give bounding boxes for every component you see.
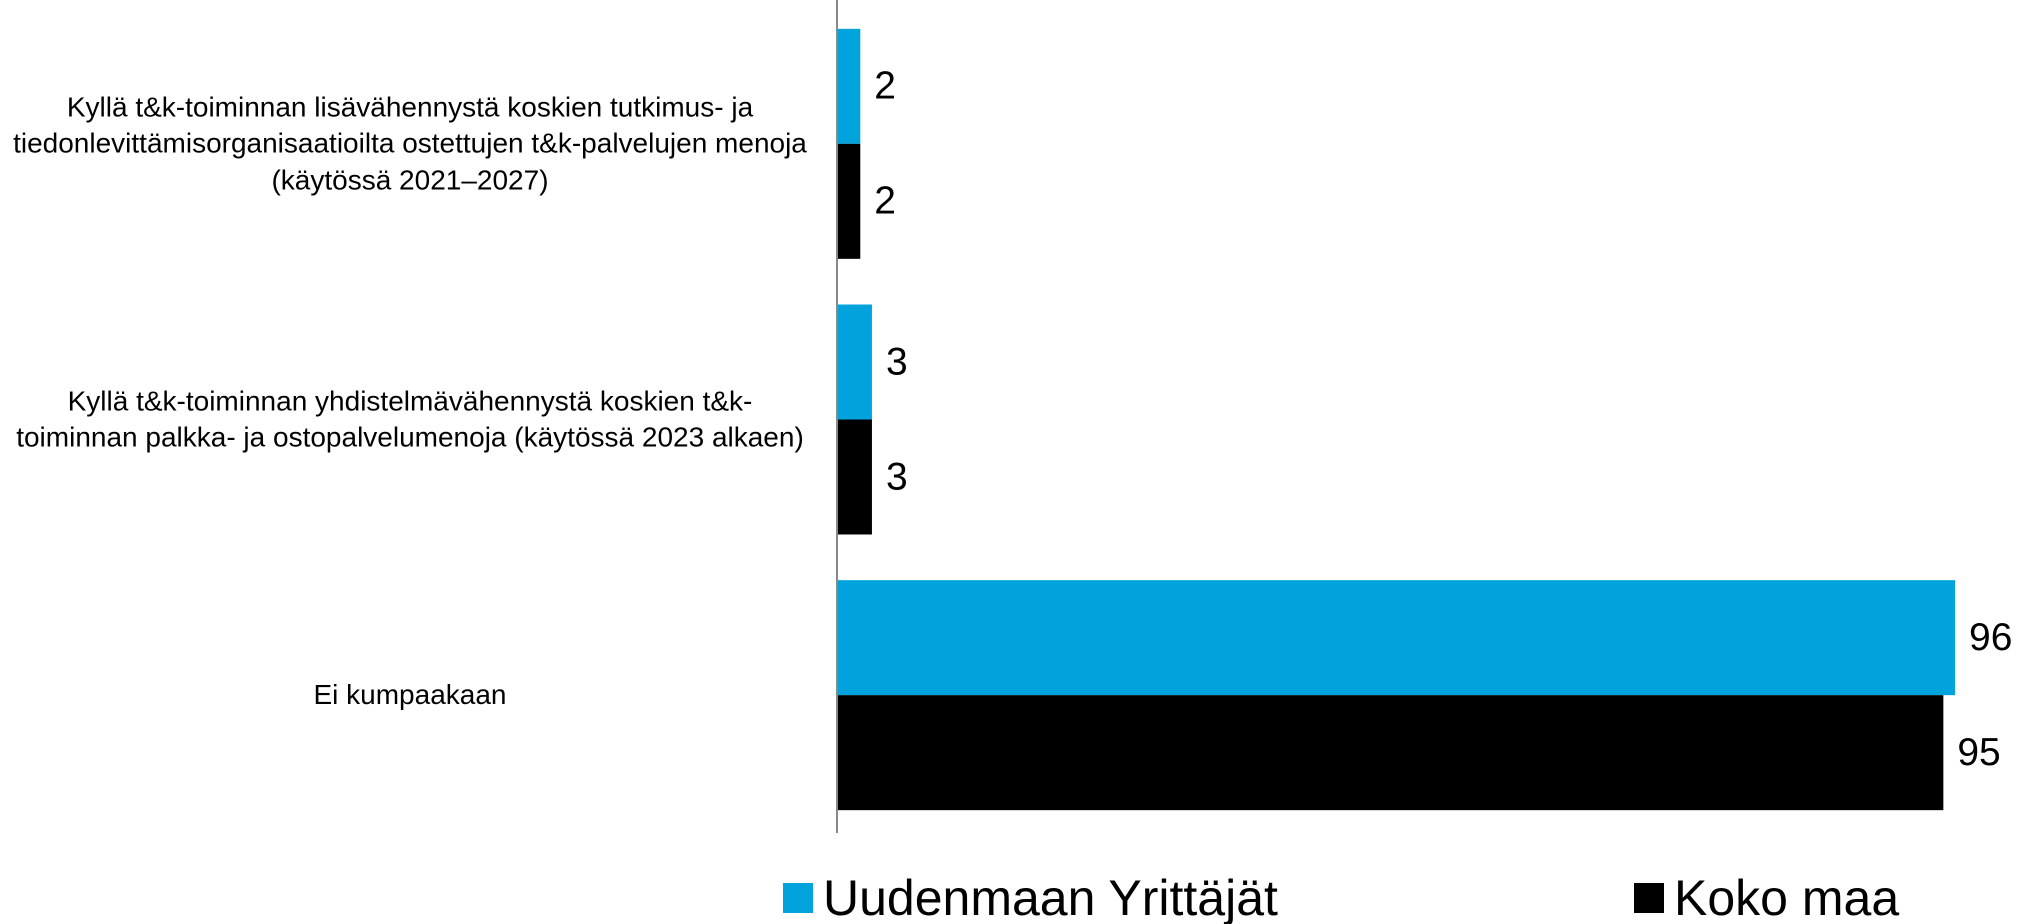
data-label: 2 xyxy=(874,180,896,223)
data-label: 2 xyxy=(874,65,896,108)
bar xyxy=(837,28,861,144)
data-label: 3 xyxy=(886,340,908,383)
bar xyxy=(837,143,861,259)
bar xyxy=(837,695,1944,811)
bar xyxy=(837,419,872,535)
category-label: Kyllä t&k-toiminnan lisävähennystä koski… xyxy=(13,91,807,196)
data-label: 3 xyxy=(886,455,908,498)
legend-item: Uudenmaan Yrittäjät xyxy=(783,868,1278,924)
bar xyxy=(837,304,872,420)
legend-label: Uudenmaan Yrittäjät xyxy=(823,870,1278,924)
category-label: Ei kumpaakaan xyxy=(313,678,507,710)
legend-swatch xyxy=(783,883,813,913)
data-label: 95 xyxy=(1957,731,2000,774)
legend-label: Koko maa xyxy=(1674,870,1900,924)
category-label: Kyllä t&k-toiminnan yhdistelmävähennystä… xyxy=(16,385,804,453)
legend-item: Koko maa xyxy=(1634,868,1899,924)
data-label: 96 xyxy=(1969,616,2012,659)
legend-swatch xyxy=(1634,883,1664,913)
bar xyxy=(837,580,1955,696)
